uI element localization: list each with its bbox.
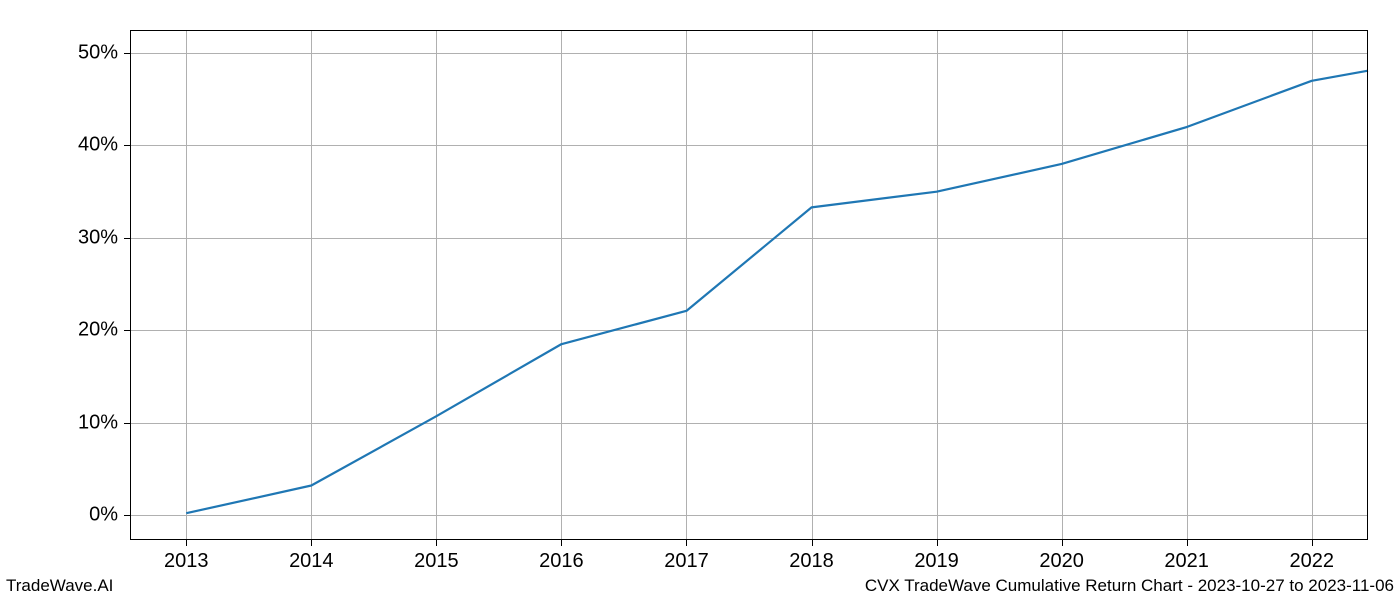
x-tick [436,540,437,546]
x-tick-label: 2014 [289,550,334,573]
x-tick [812,540,813,546]
x-tick [186,540,187,546]
y-tick-label: 10% [78,411,118,434]
y-tick [124,330,130,331]
x-tick [1187,540,1188,546]
x-tick [1062,540,1063,546]
x-tick-label: 2015 [414,550,459,573]
x-tick-label: 2016 [539,550,584,573]
x-tick-label: 2017 [664,550,709,573]
x-tick [686,540,687,546]
y-tick-label: 0% [89,504,118,527]
x-tick-label: 2022 [1289,550,1334,573]
x-tick [1312,540,1313,546]
y-tick [124,53,130,54]
y-tick [124,515,130,516]
y-tick-label: 30% [78,226,118,249]
footer-right-text: CVX TradeWave Cumulative Return Chart - … [865,576,1394,596]
y-tick [124,238,130,239]
y-tick-label: 40% [78,134,118,157]
footer-left-text: TradeWave.AI [6,576,113,596]
x-tick-label: 2018 [789,550,834,573]
x-tick-label: 2021 [1164,550,1209,573]
chart-container: 0% 10% 20% 30% 40% 50% 2013 2014 2015 2016 2017 201… [0,0,1400,600]
y-tick-label: 20% [78,319,118,342]
x-tick [311,540,312,546]
x-tick-label: 2020 [1039,550,1084,573]
plot-border [130,30,1368,540]
x-tick [561,540,562,546]
x-tick [937,540,938,546]
y-tick [124,145,130,146]
x-tick-label: 2019 [914,550,959,573]
y-tick [124,423,130,424]
x-tick-label: 2013 [164,550,209,573]
y-tick-label: 50% [78,42,118,65]
